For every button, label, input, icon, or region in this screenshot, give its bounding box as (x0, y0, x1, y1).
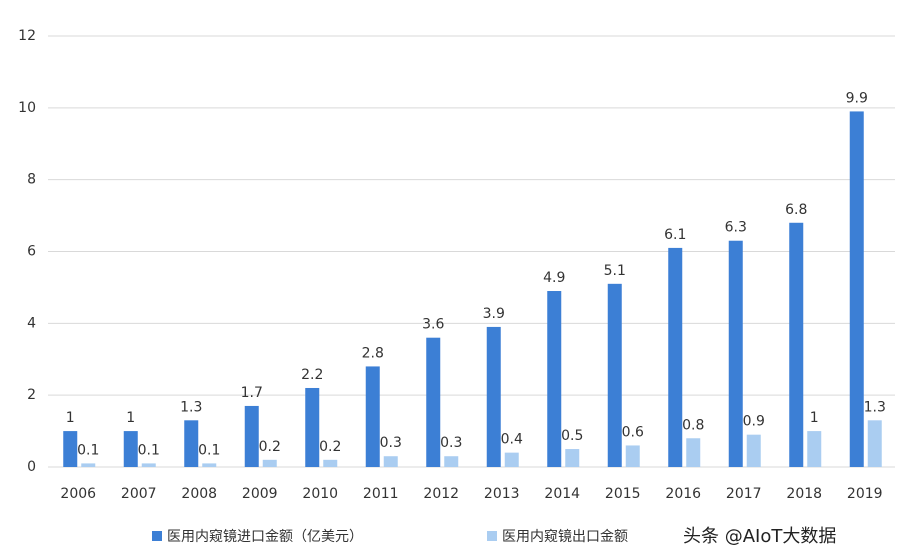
bar (444, 456, 459, 467)
bar (547, 291, 562, 467)
data-label: 6.1 (664, 227, 686, 243)
bar (365, 366, 380, 467)
bar (867, 420, 882, 467)
y-tick-label: 4 (27, 315, 36, 331)
x-tick-label: 2011 (363, 486, 399, 502)
legend-label: 医用内窥镜出口金额 (502, 528, 628, 545)
x-tick-label: 2008 (181, 486, 217, 502)
bar (141, 463, 156, 467)
data-label: 9.9 (846, 90, 868, 106)
data-label: 3.9 (483, 306, 505, 322)
x-tick-label: 2012 (423, 486, 459, 502)
bar (789, 222, 804, 467)
legend-label: 医用内窥镜进口金额（亿美元） (167, 528, 363, 545)
x-tick-label: 2010 (302, 486, 338, 502)
bar (81, 463, 96, 467)
data-label: 2.2 (301, 367, 323, 383)
bar (849, 111, 864, 468)
x-tick-label: 2016 (665, 486, 701, 502)
data-label: 6.3 (725, 220, 747, 236)
data-label: 0.3 (380, 435, 402, 451)
bar (262, 459, 277, 467)
bar (504, 452, 519, 467)
data-label: 0.4 (501, 432, 523, 448)
bar (486, 326, 501, 467)
data-label: 1 (66, 410, 75, 426)
y-tick-label: 12 (18, 28, 36, 44)
data-label: 1.7 (241, 385, 263, 401)
bar (807, 431, 822, 467)
bar (728, 240, 743, 467)
bar (323, 459, 338, 467)
bar (244, 405, 259, 467)
y-tick-label: 10 (18, 100, 36, 116)
data-label: 0.1 (77, 442, 99, 458)
data-label: 1 (810, 410, 819, 426)
x-tick-label: 2007 (121, 486, 157, 502)
bar (565, 449, 580, 467)
bar (607, 283, 622, 467)
bar (686, 438, 701, 467)
y-tick-label: 2 (27, 387, 36, 403)
data-label: 1.3 (864, 399, 886, 415)
data-label: 0.8 (682, 417, 704, 433)
data-label: 0.2 (259, 439, 281, 455)
legend-swatch (487, 531, 497, 541)
x-tick-label: 2015 (605, 486, 641, 502)
data-label: 0.1 (198, 442, 220, 458)
data-label: 0.1 (138, 442, 160, 458)
data-label: 0.2 (319, 439, 341, 455)
y-tick-label: 0 (27, 459, 36, 475)
x-tick-label: 2006 (60, 486, 96, 502)
data-label: 1 (126, 410, 135, 426)
data-label: 0.5 (561, 428, 583, 444)
data-label: 0.3 (440, 435, 462, 451)
x-tick-label: 2013 (484, 486, 520, 502)
y-tick-label: 8 (27, 172, 36, 188)
bar (305, 387, 320, 467)
bar (184, 420, 199, 467)
data-label: 4.9 (543, 270, 565, 286)
bar (63, 431, 78, 467)
x-tick-label: 2019 (847, 486, 883, 502)
y-tick-label: 6 (27, 244, 36, 260)
x-tick-label: 2018 (786, 486, 822, 502)
data-label: 1.3 (180, 399, 202, 415)
x-tick-label: 2017 (726, 486, 762, 502)
bar (746, 434, 761, 467)
bar (123, 431, 138, 467)
bar (426, 337, 441, 467)
data-label: 0.6 (622, 424, 644, 440)
data-label: 5.1 (604, 263, 626, 279)
bar (202, 463, 217, 467)
x-tick-label: 2014 (544, 486, 580, 502)
data-label: 6.8 (785, 202, 807, 218)
watermark: 头条 @AIoT大数据 (683, 526, 836, 547)
bar (668, 247, 683, 467)
data-label: 3.6 (422, 317, 444, 333)
data-label: 2.8 (362, 345, 384, 361)
legend-swatch (152, 531, 162, 541)
x-tick-label: 2009 (242, 486, 278, 502)
bar (625, 445, 640, 467)
data-label: 0.9 (743, 414, 765, 430)
bar (383, 456, 398, 467)
